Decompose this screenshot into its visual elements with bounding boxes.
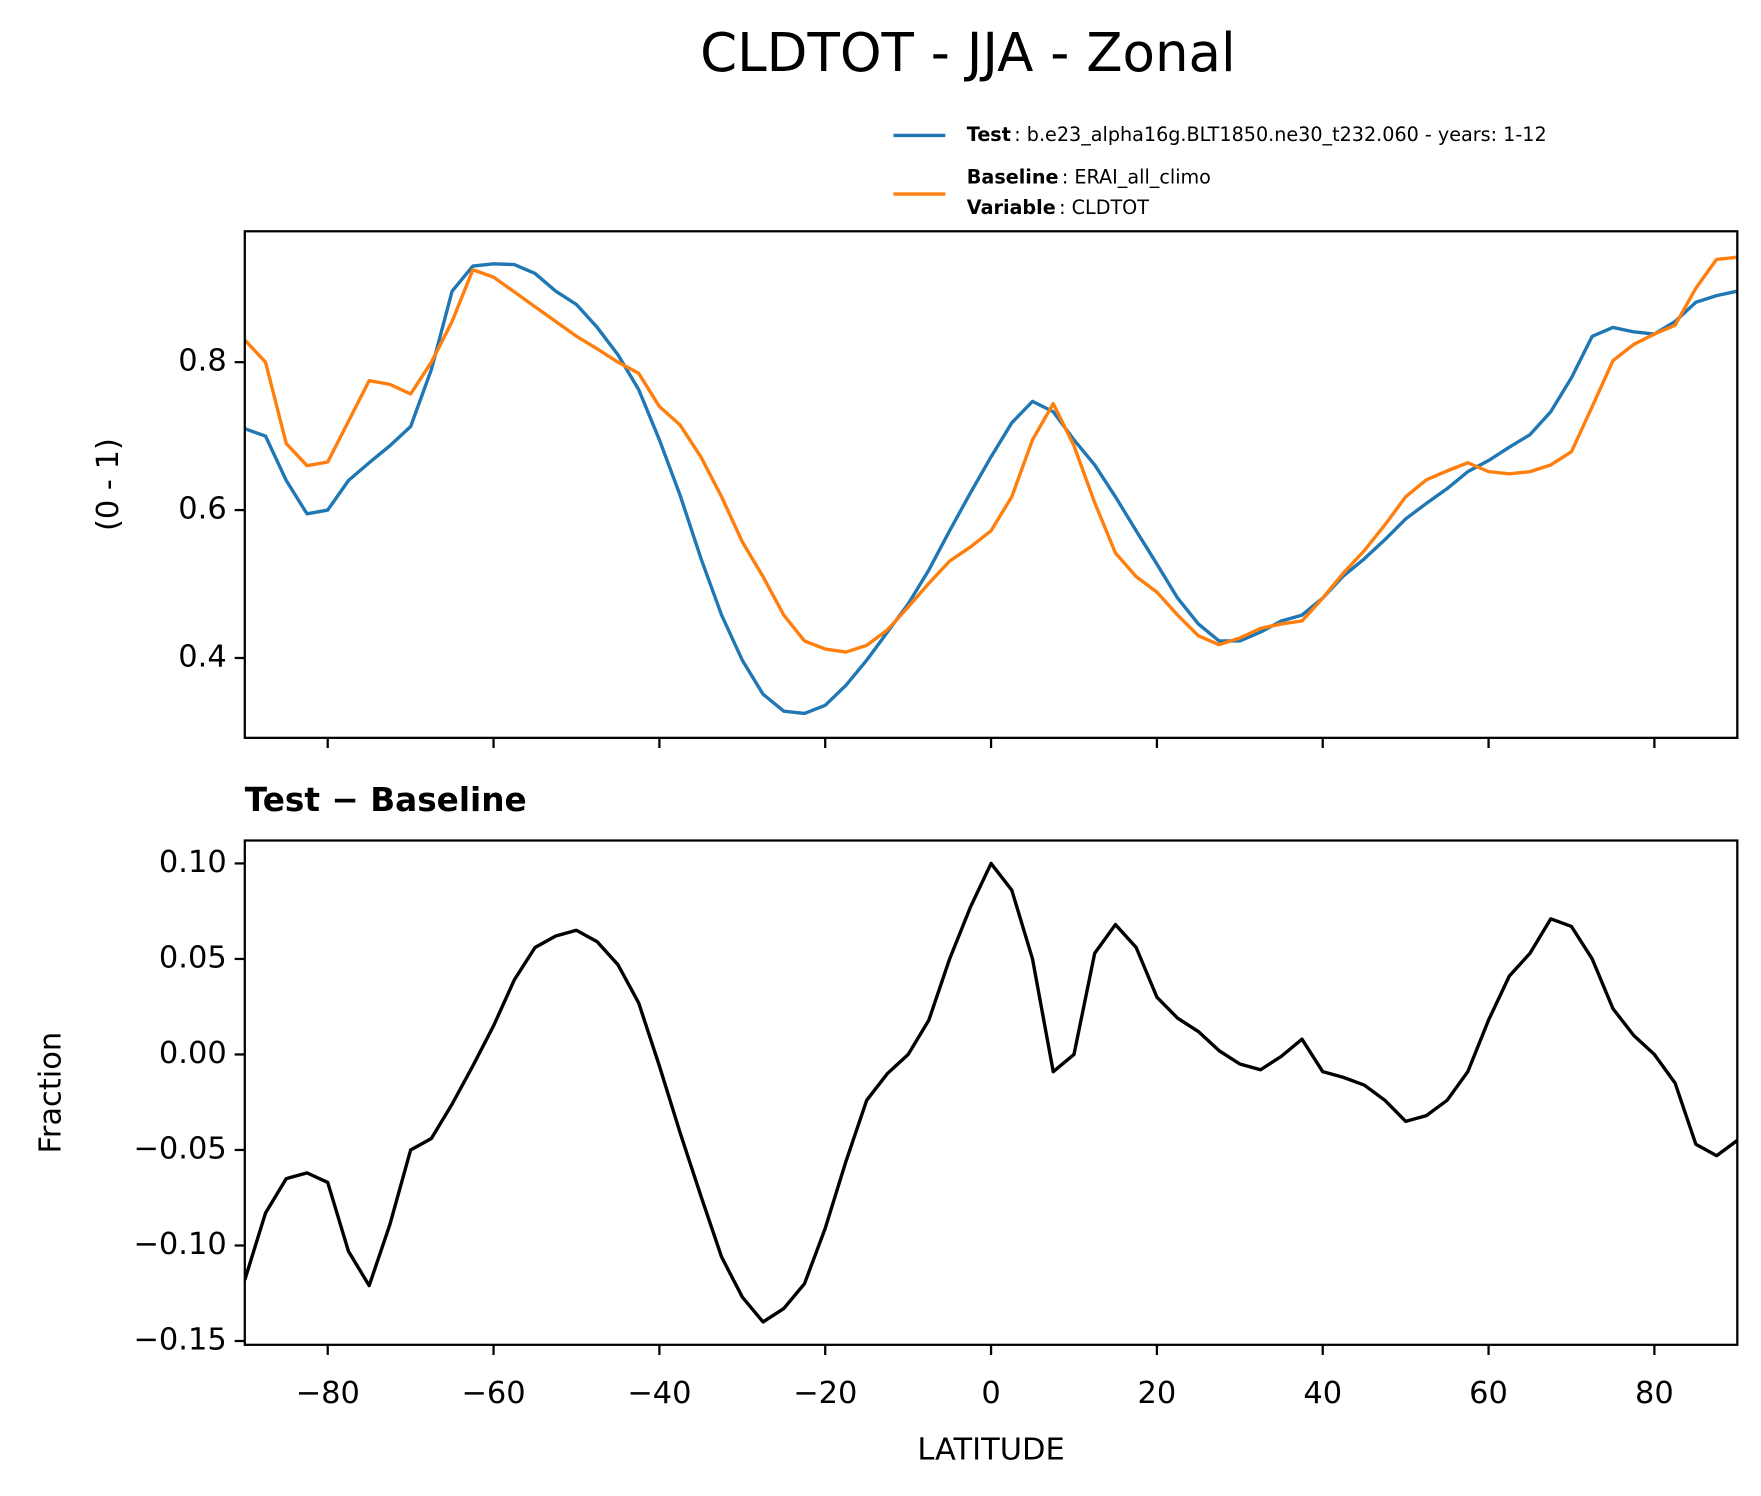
- y-tick-label: 0.05: [159, 940, 227, 975]
- x-tick-label: 60: [1469, 1376, 1508, 1411]
- y-tick-label: −0.10: [133, 1227, 226, 1262]
- axes-frame: [243, 230, 1739, 739]
- x-tick-label: 80: [1635, 1376, 1674, 1411]
- y-tick-label: 0.4: [178, 639, 226, 674]
- axes-frame: [243, 839, 1739, 1346]
- legend-name: Baseline: [967, 166, 1059, 189]
- x-tick-label: 0: [981, 1376, 1000, 1411]
- x-axis-label: LATITUDE: [917, 1432, 1064, 1467]
- axes-title: Test − Baseline: [245, 781, 527, 819]
- data-line: [244, 255, 1738, 654]
- y-axis-label: (0 - 1): [91, 438, 126, 531]
- y-tick-label: 0.8: [178, 344, 226, 379]
- legend-name: Variable: [967, 196, 1056, 219]
- y-tick-label: 0.00: [159, 1036, 227, 1071]
- y-axis-label: Fraction: [33, 1032, 68, 1154]
- data-line: [244, 861, 1738, 1324]
- legend-description: : CLDTOT: [1059, 196, 1149, 219]
- legend-description: : ERAI_all_climo: [1062, 166, 1211, 189]
- x-tick-label: −80: [296, 1376, 360, 1411]
- data-line: [244, 262, 1738, 716]
- y-tick-label: 0.10: [159, 845, 227, 880]
- y-tick-label: −0.15: [133, 1322, 226, 1357]
- x-tick-label: 40: [1303, 1376, 1342, 1411]
- x-tick-label: −60: [461, 1376, 525, 1411]
- x-tick-label: 20: [1138, 1376, 1177, 1411]
- legend-description: : b.e23_alpha16g.BLT1850.ne30_t232.060 -…: [1014, 123, 1546, 146]
- x-tick-label: −20: [793, 1376, 857, 1411]
- x-tick-label: −40: [627, 1376, 691, 1411]
- figure-title: CLDTOT - JJA - Zonal: [700, 22, 1236, 84]
- y-tick-label: 0.6: [178, 492, 226, 527]
- y-tick-label: −0.05: [133, 1131, 226, 1166]
- legend-name: Test: [967, 123, 1011, 146]
